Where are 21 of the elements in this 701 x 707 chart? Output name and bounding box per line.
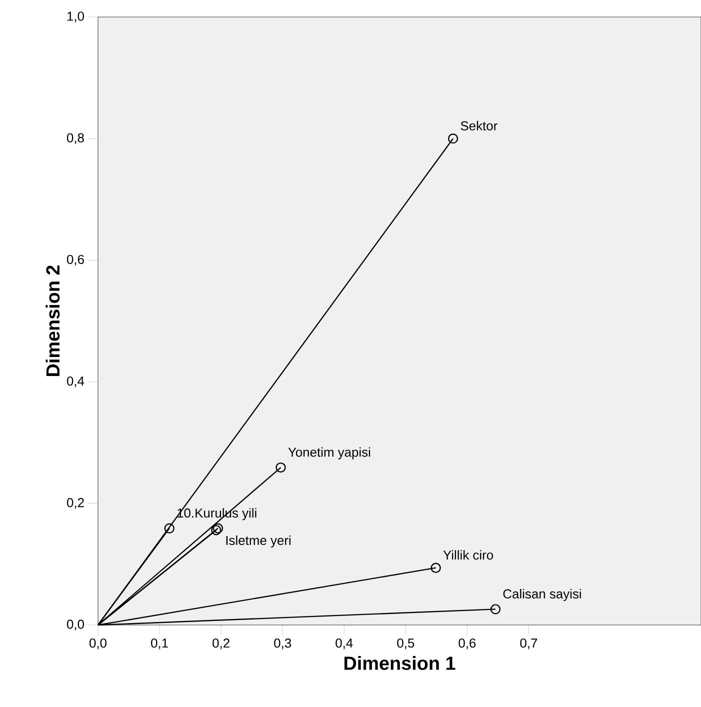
x-tick-label: 0,6: [458, 638, 476, 650]
x-tick-label: 0,2: [212, 638, 230, 650]
x-tick-label: 0,5: [397, 638, 414, 650]
y-tick-label: 0,2: [66, 498, 84, 509]
series-label: Yonetim yapisi: [288, 447, 370, 460]
y-tick-label: 1,0: [67, 12, 84, 22]
y-axis-title: Dimension 2: [46, 265, 60, 376]
series-label: Calisan sayisi: [503, 588, 581, 602]
x-tick-label: 0,4: [336, 638, 353, 650]
x-tick-label: 0,1: [151, 638, 168, 650]
series-label: Yillik ciro: [443, 550, 494, 560]
x-tick-label: 0,7: [520, 638, 538, 650]
series-label: Sektor: [460, 120, 498, 130]
y-tick-label: 0,8: [66, 133, 84, 144]
x-axis-title: Dimension 1: [344, 656, 456, 670]
y-tick-label: 0,0: [66, 620, 84, 630]
x-tick-label: 0,0: [90, 638, 107, 650]
y-tick-label: 0,4: [66, 376, 84, 388]
x-tick-label: 0,3: [274, 638, 292, 650]
y-tick-label: 0,6: [66, 254, 84, 266]
series-label: Isletme yeri: [226, 535, 290, 548]
